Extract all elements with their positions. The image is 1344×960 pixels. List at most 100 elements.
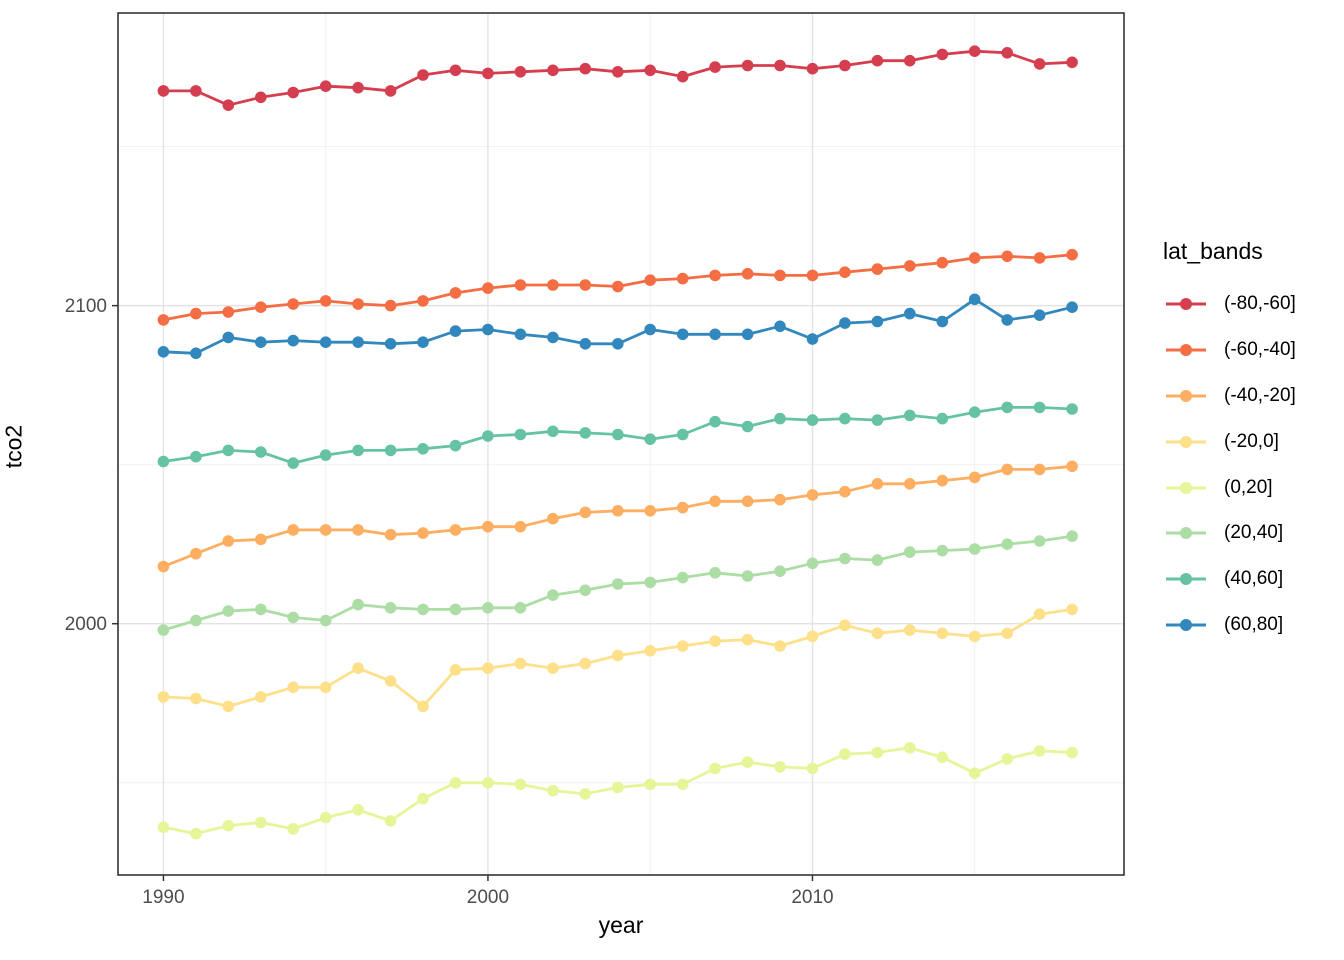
data-point — [774, 320, 786, 333]
data-point — [222, 306, 235, 318]
data-point — [384, 528, 397, 541]
data-point — [222, 535, 235, 547]
data-point — [547, 662, 559, 674]
data-point — [644, 433, 656, 446]
data-point — [514, 279, 527, 291]
data-point — [449, 439, 462, 452]
data-point — [319, 80, 332, 92]
data-point — [968, 45, 981, 57]
data-point — [871, 54, 884, 67]
data-point — [839, 412, 851, 425]
data-point — [157, 821, 170, 834]
data-point — [904, 742, 916, 754]
data-point — [904, 546, 916, 558]
data-point — [1001, 627, 1013, 640]
data-point — [839, 552, 851, 565]
data-point — [417, 700, 429, 713]
data-point — [514, 778, 527, 791]
data-point — [1001, 753, 1013, 765]
data-point — [319, 295, 332, 307]
data-point — [904, 307, 916, 320]
data-point — [384, 675, 397, 687]
data-point — [254, 301, 267, 314]
data-point — [612, 781, 624, 794]
data-point — [839, 619, 851, 632]
data-point — [287, 86, 300, 99]
data-point — [287, 524, 300, 536]
data-point — [774, 640, 786, 652]
data-point — [384, 602, 397, 614]
legend-key-icon — [1166, 297, 1206, 310]
data-point — [449, 664, 462, 676]
x-tick-label: 2000 — [467, 887, 509, 908]
data-point — [1001, 47, 1013, 59]
data-point — [482, 323, 494, 336]
data-point — [352, 81, 364, 94]
data-point — [774, 269, 786, 282]
data-point — [514, 602, 527, 614]
data-point — [709, 567, 721, 579]
data-point — [871, 627, 884, 640]
data-point — [709, 328, 721, 341]
data-point — [741, 420, 754, 433]
data-point — [482, 662, 494, 674]
data-point — [644, 576, 656, 589]
data-point — [774, 761, 786, 773]
data-point — [1066, 248, 1078, 261]
data-point — [1033, 252, 1046, 264]
data-point — [417, 603, 429, 616]
data-point — [222, 331, 235, 344]
data-point — [612, 649, 624, 662]
data-point — [612, 338, 624, 350]
data-point — [676, 328, 689, 341]
data-point — [190, 347, 202, 360]
data-point — [352, 662, 364, 674]
x-tick-label: 1990 — [142, 887, 184, 908]
data-point — [644, 64, 656, 77]
data-point — [482, 430, 494, 442]
data-point — [222, 99, 235, 111]
data-point — [1033, 401, 1046, 414]
data-point — [449, 325, 462, 337]
data-point — [1066, 460, 1078, 473]
data-point — [417, 69, 429, 81]
legend-entry: (20,40] — [1163, 510, 1338, 556]
data-point — [644, 778, 656, 791]
legend-label: (40,60] — [1224, 568, 1284, 590]
legend-key-icon — [1166, 435, 1206, 448]
data-point — [417, 336, 429, 349]
legend-key-icon — [1166, 573, 1206, 586]
data-point — [1066, 746, 1078, 759]
data-point — [514, 520, 527, 533]
data-point — [806, 414, 819, 426]
data-point — [1001, 538, 1013, 550]
data-point — [190, 547, 202, 560]
data-point — [1001, 401, 1013, 414]
data-point — [352, 598, 364, 611]
data-point — [417, 792, 429, 805]
legend-entry: (0,20] — [1163, 465, 1338, 511]
data-point — [1001, 250, 1013, 263]
data-point — [871, 746, 884, 759]
legend-title: lat_bands — [1163, 238, 1263, 264]
data-point — [1001, 463, 1013, 476]
data-point — [774, 493, 786, 506]
data-point — [1033, 745, 1046, 757]
data-point — [514, 66, 527, 78]
legend-key-icon — [1166, 389, 1206, 402]
data-point — [449, 524, 462, 536]
data-point — [384, 338, 397, 350]
data-point — [1066, 603, 1078, 616]
data-point — [254, 533, 267, 546]
data-point — [806, 762, 819, 775]
data-point — [190, 85, 202, 97]
legend-rows: (-80,-60] (-60,-40] (-40,-20] (-20,0] (0,20]… — [1163, 281, 1338, 648]
data-point — [384, 444, 397, 457]
data-point — [352, 804, 364, 816]
data-point — [676, 778, 689, 791]
data-point — [871, 554, 884, 566]
data-point — [644, 274, 656, 287]
data-point — [514, 428, 527, 441]
data-point — [190, 692, 202, 705]
data-point — [871, 414, 884, 426]
